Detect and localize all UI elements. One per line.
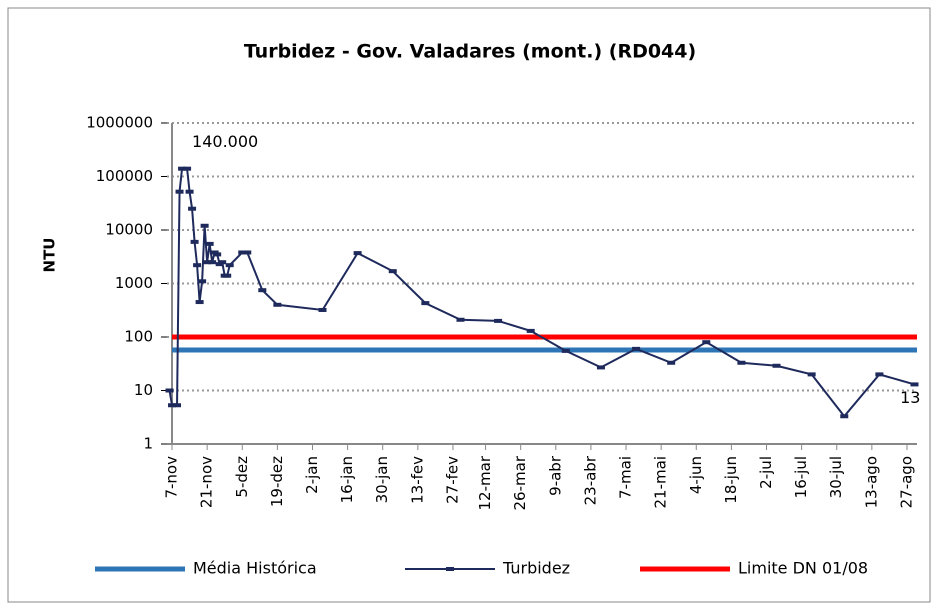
data-point xyxy=(168,403,177,408)
data-point xyxy=(632,346,641,351)
data-point xyxy=(218,260,227,265)
data-point xyxy=(165,388,174,393)
data-point xyxy=(772,363,781,368)
data-point xyxy=(205,241,214,246)
y-tick-label: 100000 xyxy=(96,167,153,185)
y-tick-label: 1000000 xyxy=(86,114,153,132)
data-label: 140.000 xyxy=(192,132,258,151)
x-tick-label: 13-fev xyxy=(408,456,426,504)
data-label: 13 xyxy=(900,388,920,407)
data-point xyxy=(421,301,430,306)
data-point xyxy=(243,250,252,255)
legend-marker xyxy=(446,567,454,571)
data-point xyxy=(494,318,503,323)
data-point xyxy=(190,239,199,244)
y-tick-label: 1 xyxy=(143,435,153,453)
data-point xyxy=(238,250,247,255)
x-tick-label: 26-mar xyxy=(511,455,529,510)
x-tick-label: 30-jul xyxy=(827,456,845,498)
x-tick-label: 30-jan xyxy=(373,456,391,503)
data-point xyxy=(737,360,746,365)
data-point xyxy=(258,288,267,293)
data-point xyxy=(702,340,711,345)
data-point xyxy=(195,300,204,305)
y-axis-label: NTU xyxy=(41,238,59,273)
data-point xyxy=(193,263,202,268)
x-tick-label: 7-mai xyxy=(617,456,635,499)
data-point xyxy=(175,189,184,194)
data-point xyxy=(910,382,919,387)
legend-label: Limite DN 01/08 xyxy=(738,559,868,578)
x-tick-label: 27-ago xyxy=(897,456,915,508)
data-point xyxy=(188,206,197,211)
x-tick-label: 9-abr xyxy=(546,455,564,496)
y-tick-label: 1000 xyxy=(115,274,153,292)
data-point xyxy=(273,302,282,307)
x-tick-label: 2-jan xyxy=(303,456,321,494)
data-point xyxy=(185,189,194,194)
y-tick-label: 10000 xyxy=(105,221,153,239)
data-point xyxy=(173,403,182,408)
data-point xyxy=(456,317,465,322)
data-point xyxy=(200,223,209,228)
data-point xyxy=(213,252,222,257)
data-point xyxy=(353,251,362,256)
data-point xyxy=(561,348,570,353)
x-tick-label: 12-mar xyxy=(476,455,494,510)
data-point xyxy=(526,328,535,333)
x-tick-label: 16-jul xyxy=(792,456,810,498)
x-tick-label: 19-dez xyxy=(268,456,286,507)
y-tick-label: 10 xyxy=(134,381,153,399)
legend-label: Média Histórica xyxy=(193,559,317,578)
x-tick-label: 4-jun xyxy=(687,456,705,494)
x-tick-label: 27-fev xyxy=(443,456,461,504)
chart-frame xyxy=(7,7,931,603)
data-point xyxy=(840,414,849,419)
y-tick-label: 100 xyxy=(124,328,153,346)
data-point xyxy=(208,260,217,265)
x-tick-label: 21-nov xyxy=(198,456,216,508)
data-point xyxy=(318,307,327,312)
data-point xyxy=(183,166,192,171)
data-point xyxy=(223,273,232,278)
data-point xyxy=(225,263,234,268)
x-tick-label: 2-jul xyxy=(757,456,775,489)
x-tick-label: 21-mai xyxy=(652,456,670,508)
x-tick-label: 13-ago xyxy=(862,456,880,508)
x-tick-label: 5-dez xyxy=(233,456,251,498)
data-point xyxy=(807,372,816,377)
x-tick-label: 18-jun xyxy=(722,456,740,504)
data-point xyxy=(388,269,397,274)
data-point xyxy=(667,360,676,365)
chart-title: Turbidez - Gov. Valadares (mont.) (RD044… xyxy=(244,41,696,63)
data-point xyxy=(875,372,884,377)
legend-label: Turbidez xyxy=(502,559,570,578)
data-point xyxy=(178,166,187,171)
data-point xyxy=(596,365,605,370)
data-point xyxy=(203,260,212,265)
data-point xyxy=(198,279,207,284)
x-tick-label: 23-abr xyxy=(581,455,599,505)
x-tick-label: 7-nov xyxy=(163,456,181,499)
x-tick-label: 16-jan xyxy=(338,456,356,503)
